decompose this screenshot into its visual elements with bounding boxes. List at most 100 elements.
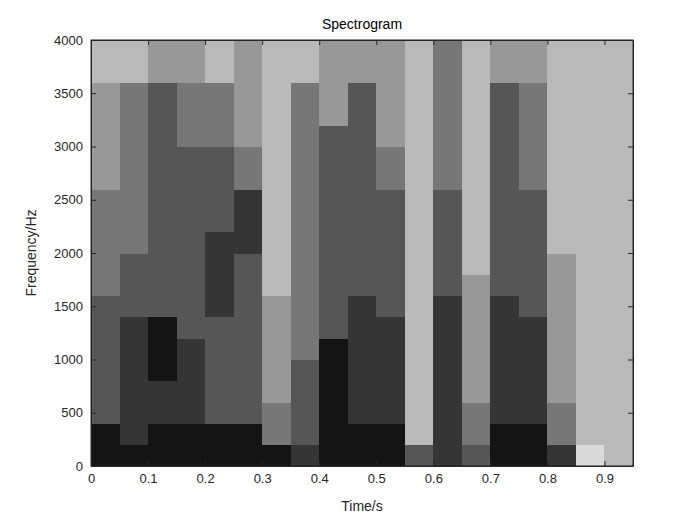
cell [319,232,348,254]
cell [462,317,491,339]
cell [291,83,320,105]
cell [576,317,605,339]
plot-area: 00.10.20.30.40.50.60.70.80.9050010001500… [54,33,633,487]
cell [576,402,605,424]
cell [205,253,234,275]
cell [576,423,605,445]
cell [519,445,548,466]
cell [433,274,462,296]
cell [547,360,576,382]
cell [291,274,320,296]
cell [604,402,633,424]
cell [519,104,548,126]
cell [148,189,177,211]
cell [205,125,234,147]
cell [604,296,633,318]
cell [604,360,633,382]
cell [576,83,605,105]
cell [519,423,548,445]
cell [205,296,234,318]
cell [490,61,519,83]
cell [547,274,576,296]
cell [234,189,263,211]
cell [291,61,320,83]
cell [177,189,206,211]
title: Spectrogram [322,16,402,32]
cell [177,83,206,105]
cell [177,104,206,126]
cell [405,168,434,190]
cell [348,296,377,318]
cell [519,168,548,190]
cell [205,83,234,105]
cell [319,147,348,169]
cell [547,317,576,339]
cell [376,232,405,254]
cell [348,61,377,83]
cell [433,147,462,169]
cell [519,274,548,296]
plot-frame [91,40,633,466]
cell [490,402,519,424]
cell [205,168,234,190]
cell [462,125,491,147]
cell [376,104,405,126]
cell [604,445,633,466]
cell [405,61,434,83]
cell [234,402,263,424]
cell [348,189,377,211]
cell [405,360,434,382]
cell [405,83,434,105]
cell [91,40,120,62]
tick: 0.4 [311,461,329,486]
cell [490,381,519,403]
cell [120,360,149,382]
cell [490,83,519,105]
cell [291,423,320,445]
tick [628,253,633,254]
cell [348,125,377,147]
y-axis: 05001000150020002500300035004000 [54,33,96,474]
cell [433,125,462,147]
cell [148,317,177,339]
cell [462,40,491,62]
cell [205,274,234,296]
cell [547,232,576,254]
tick: 3000 [54,139,96,154]
tick: 0.7 [482,461,500,486]
tick-mark [433,40,434,45]
cell [376,445,405,466]
cell [547,61,576,83]
cell [234,274,263,296]
cell [319,40,348,62]
cell [319,104,348,126]
cell [604,253,633,275]
cell [262,402,291,424]
cell [462,402,491,424]
cell [433,360,462,382]
cell [291,317,320,339]
cell [91,147,120,169]
cell [376,296,405,318]
cell [576,104,605,126]
cell [433,83,462,105]
tick [604,40,605,45]
cell [319,445,348,466]
cell [490,423,519,445]
tick: 0.1 [140,461,158,486]
cell [177,338,206,360]
cell [405,210,434,232]
tick [547,40,548,45]
cell [405,189,434,211]
cell [205,402,234,424]
tick-label: 2500 [54,192,83,207]
cell [262,40,291,62]
cell [177,296,206,318]
cell [547,402,576,424]
cell [348,40,377,62]
cell [547,189,576,211]
tick [628,306,633,307]
cell [205,360,234,382]
cell [91,296,120,318]
cell [405,147,434,169]
